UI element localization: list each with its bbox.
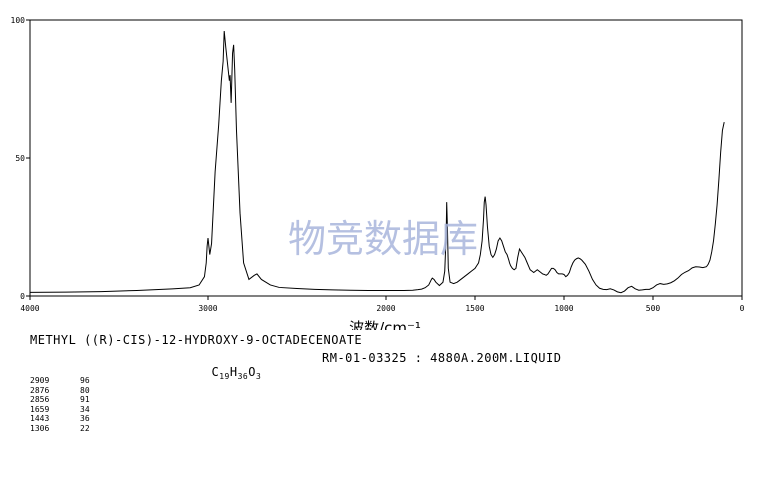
peak-position: 2856 (30, 395, 50, 405)
peak-position: 1443 (30, 414, 50, 424)
peak-position: 2909 (30, 376, 50, 385)
x-tick-label: 1500 (465, 304, 484, 313)
formula-element: C (211, 365, 220, 379)
x-tick-label: 4000 (20, 304, 39, 313)
peak-row: 2856 91 (30, 395, 90, 405)
peak-value: 91 (80, 395, 90, 405)
x-tick-label: 2000 (376, 304, 395, 313)
peak-value: 22 (80, 423, 90, 433)
formula-element: O (248, 365, 256, 379)
peak-row: 2876 80 (30, 386, 90, 396)
peak-position: 1659 (30, 404, 50, 414)
x-tick-label: 1000 (554, 304, 573, 313)
peak-value: 34 (80, 404, 90, 414)
series-line (29, 30, 725, 294)
formula-element: H (229, 365, 238, 379)
peak-value: 96 (80, 376, 90, 385)
formula-count: 36 (237, 372, 249, 381)
y-tick-label: 50 (15, 154, 25, 163)
record-info: RM-01-03325 : 4880A.200M.LIQUID (322, 351, 562, 365)
peak-table: 2909 96 2876 80 2856 91 1659 34 1443 36 1306 2… (30, 376, 90, 434)
x-axis-label: 波数/cm⁻¹ (349, 319, 421, 330)
formula-count: 19 (219, 372, 230, 381)
watermark-text: 物竞数据库 (288, 217, 478, 261)
molecular-formula: C19H36O3 (196, 351, 261, 381)
compound-name: METHYL ((R)-CIS)-12-HYDROXY-9-OCTADECENO… (30, 333, 363, 347)
spectrum-chart: 4000 3000 2000 1500 1000 500 0 0 50 100 物竞数据库 波数/… (11, 16, 745, 330)
x-tick-label: 0 (740, 304, 745, 313)
y-tick-label: 100 (11, 16, 26, 25)
x-tick-label: 500 (646, 304, 661, 313)
peak-row: 1659 34 (30, 405, 90, 415)
peak-row: 1443 36 (30, 414, 90, 424)
peak-value: 80 (80, 385, 90, 395)
peak-row: 2909 96 (30, 376, 90, 386)
peak-position: 2876 (30, 385, 50, 395)
peak-value: 36 (80, 414, 90, 424)
y-tick-label: 0 (20, 292, 25, 301)
formula-count: 3 (255, 372, 262, 381)
peak-row: 1306 22 (30, 424, 90, 434)
chart-ticks: 4000 3000 2000 1500 1000 500 0 0 50 100 (11, 16, 745, 313)
peak-position: 1306 (30, 423, 50, 433)
x-tick-label: 3000 (198, 304, 217, 313)
